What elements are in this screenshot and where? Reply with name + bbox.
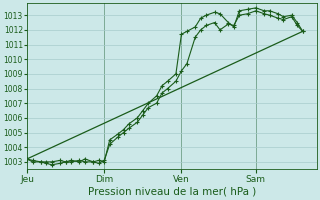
X-axis label: Pression niveau de la mer( hPa ): Pression niveau de la mer( hPa ) (88, 187, 256, 197)
